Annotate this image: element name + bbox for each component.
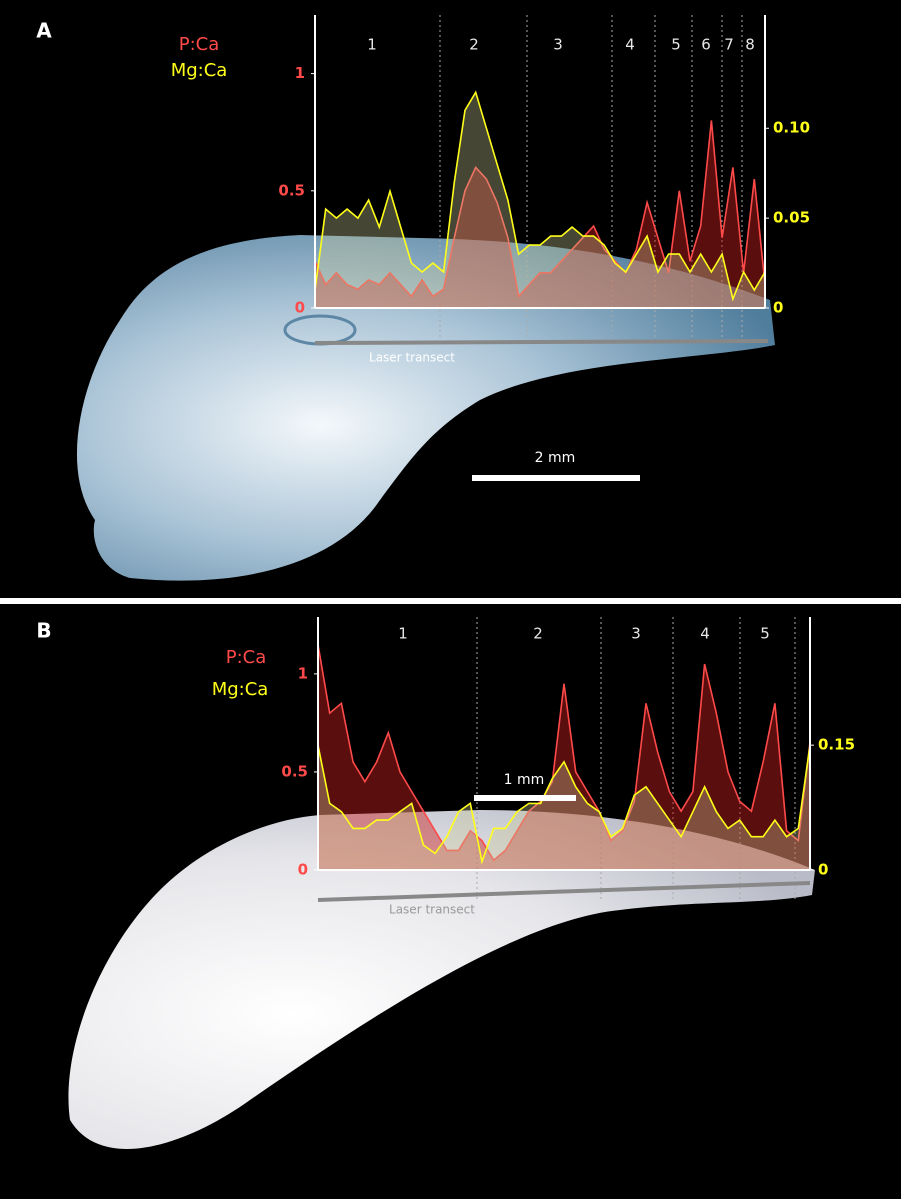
y-tick-label: 0.5 (281, 762, 308, 780)
zone-label: 1 (367, 36, 377, 54)
transect-label: Laser transect (389, 903, 475, 917)
laser-transect (314, 339, 769, 345)
otolith-photo (76, 235, 775, 581)
y-tick-label: 0.5 (278, 181, 305, 199)
y-tick-label: 0 (298, 861, 308, 879)
transect-label: Laser transect (369, 351, 455, 365)
scale-bar (472, 475, 640, 481)
zone-label: 6 (701, 36, 711, 54)
legend-entry: Mg:Ca (212, 679, 269, 700)
legend-entry: Mg:Ca (171, 60, 228, 81)
scale-bar-label: 1 mm (504, 772, 545, 788)
zone-label: 5 (760, 625, 770, 643)
zone-label: 3 (631, 625, 641, 643)
line (314, 90, 766, 302)
otolith-photo (68, 810, 815, 1149)
zone-label: 2 (533, 625, 543, 643)
y-tick-label: 0 (295, 299, 305, 317)
area (315, 120, 765, 308)
y2-tick-label: 0 (773, 299, 783, 317)
zone-label: 4 (700, 625, 710, 643)
legend-entry: P:Ca (179, 34, 220, 55)
y2-tick-label: 0 (818, 861, 828, 879)
scale-bar (474, 795, 576, 801)
y2-tick-label: 0.10 (773, 119, 810, 137)
line (317, 745, 811, 865)
zone-label: 4 (625, 36, 635, 54)
zone-label: 1 (398, 625, 408, 643)
panel-label: B (36, 619, 51, 643)
panel-label: A (36, 19, 52, 43)
area (318, 745, 810, 870)
line (317, 644, 811, 862)
y2-tick-label: 0.15 (818, 736, 855, 754)
zone-label: 3 (553, 36, 563, 54)
zone-label: 8 (745, 36, 755, 54)
scale-bar-label: 2 mm (535, 450, 576, 466)
zone-label: 7 (724, 36, 734, 54)
y-tick-label: 1 (295, 64, 305, 82)
y2-tick-label: 0.05 (773, 209, 810, 227)
laser-transect (317, 881, 811, 902)
zone-label: 2 (469, 36, 479, 54)
area (318, 644, 810, 870)
y-tick-label: 1 (298, 664, 308, 682)
legend-entry: P:Ca (226, 647, 267, 668)
line (314, 120, 766, 299)
zone-label: 5 (671, 36, 681, 54)
